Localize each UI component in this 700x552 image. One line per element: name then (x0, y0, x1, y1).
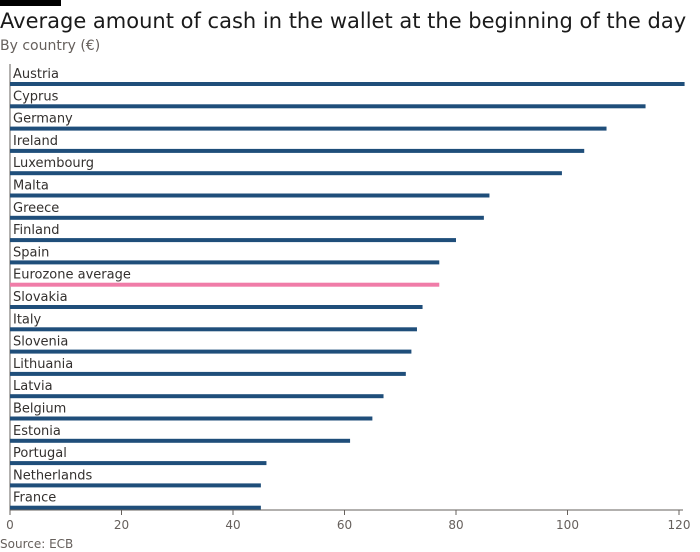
category-label-ireland: Ireland (13, 134, 58, 149)
x-tick-label-0: 0 (6, 518, 14, 532)
bar-latvia (10, 394, 384, 399)
category-label-latvia: Latvia (13, 379, 53, 394)
category-label-austria: Austria (13, 67, 59, 82)
bar-slovenia (10, 349, 412, 354)
bar-portugal (10, 461, 267, 466)
bar-cyprus (10, 104, 646, 109)
bar-germany (10, 126, 607, 131)
category-label-slovenia: Slovenia (13, 335, 68, 350)
brand-rule (0, 0, 61, 6)
category-label-spain: Spain (13, 245, 49, 260)
category-label-germany: Germany (13, 112, 73, 127)
category-label-belgium: Belgium (13, 402, 66, 417)
x-tick-label-120: 120 (668, 518, 691, 532)
x-tick-label-80: 80 (448, 518, 463, 532)
bar-eurozone-average (10, 282, 440, 287)
bar-lithuania (10, 371, 406, 376)
category-label-finland: Finland (13, 223, 59, 238)
x-tick-label-60: 60 (337, 518, 352, 532)
bar-france (10, 505, 261, 510)
bar-austria (10, 82, 685, 86)
x-tick-label-40: 40 (225, 518, 240, 532)
category-label-eurozone-average: Eurozone average (13, 268, 131, 283)
x-tick-label-100: 100 (556, 518, 579, 532)
bar-slovakia (10, 305, 423, 309)
bar-estonia (10, 438, 351, 443)
category-label-estonia: Estonia (13, 424, 61, 439)
category-label-lithuania: Lithuania (13, 357, 73, 372)
bar-greece (10, 215, 484, 220)
category-label-france: France (13, 491, 56, 506)
category-label-portugal: Portugal (13, 446, 67, 461)
chart-subtitle: By country (€) (0, 38, 101, 54)
bar-ireland (10, 148, 585, 153)
bar-spain (10, 260, 440, 265)
chart-source: Source: ECB (0, 537, 74, 551)
bar-italy (10, 327, 417, 332)
category-label-netherlands: Netherlands (13, 468, 92, 483)
bar-malta (10, 193, 490, 198)
category-label-slovakia: Slovakia (13, 290, 68, 305)
bar-netherlands (10, 483, 261, 488)
category-label-greece: Greece (13, 201, 59, 216)
x-tick-label-20: 20 (114, 518, 129, 532)
category-label-cyprus: Cyprus (13, 89, 59, 104)
chart-title: Average amount of cash in the wallet at … (0, 9, 687, 33)
category-label-malta: Malta (13, 179, 49, 194)
bar-belgium (10, 416, 373, 421)
category-label-luxembourg: Luxembourg (13, 156, 94, 171)
bar-luxembourg (10, 171, 562, 176)
category-label-italy: Italy (13, 312, 42, 327)
bar-finland (10, 238, 456, 243)
